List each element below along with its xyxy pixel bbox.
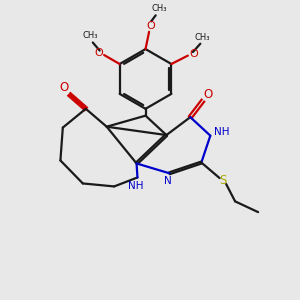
Text: O: O: [189, 49, 198, 59]
Text: CH₃: CH₃: [82, 32, 98, 40]
Text: O: O: [94, 48, 103, 58]
Text: O: O: [59, 81, 69, 94]
Text: NH: NH: [214, 127, 230, 137]
Text: S: S: [220, 174, 227, 187]
Text: O: O: [204, 88, 213, 101]
Text: CH₃: CH₃: [195, 33, 211, 42]
Text: N: N: [164, 176, 172, 186]
Text: NH: NH: [128, 181, 144, 191]
Text: O: O: [146, 21, 155, 31]
Text: CH₃: CH₃: [152, 4, 167, 13]
